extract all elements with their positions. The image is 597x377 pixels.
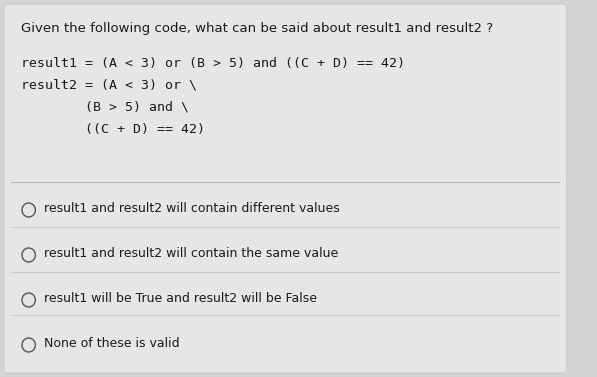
- FancyBboxPatch shape: [4, 4, 567, 373]
- Text: result1 will be True and result2 will be False: result1 will be True and result2 will be…: [44, 292, 317, 305]
- Text: ((C + D) == 42): ((C + D) == 42): [21, 123, 205, 136]
- Text: Given the following code, what can be said about result1 and result2 ?: Given the following code, what can be sa…: [21, 22, 493, 35]
- Text: result1 and result2 will contain different values: result1 and result2 will contain differe…: [44, 202, 340, 215]
- Text: (B > 5) and \: (B > 5) and \: [21, 101, 189, 114]
- Text: result1 and result2 will contain the same value: result1 and result2 will contain the sam…: [44, 247, 338, 260]
- Text: result1 = (A < 3) or (B > 5) and ((C + D) == 42): result1 = (A < 3) or (B > 5) and ((C + D…: [21, 57, 405, 70]
- Text: None of these is valid: None of these is valid: [44, 337, 180, 350]
- Text: result2 = (A < 3) or \: result2 = (A < 3) or \: [21, 79, 197, 92]
